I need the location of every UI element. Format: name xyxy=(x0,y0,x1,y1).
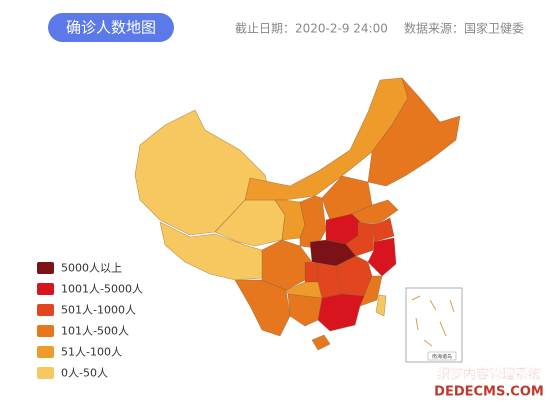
legend-label: 501人-1000人 xyxy=(61,304,136,317)
region xyxy=(359,275,383,307)
legend-swatch xyxy=(37,367,54,379)
legend-label: 51人-100人 xyxy=(61,346,122,359)
region xyxy=(371,217,395,243)
region xyxy=(304,261,319,283)
inset-islands xyxy=(411,295,455,347)
legend-swatch xyxy=(37,304,54,316)
inset-label: 南海诸岛 xyxy=(432,353,452,360)
china-map xyxy=(134,77,461,351)
region xyxy=(285,281,323,299)
region xyxy=(311,334,331,351)
legend-label: 5000人以上 xyxy=(61,262,122,275)
region xyxy=(234,279,291,337)
legend-label: 101人-500人 xyxy=(61,325,129,338)
legend-swatch xyxy=(37,262,54,274)
inset-frame xyxy=(405,287,463,363)
title-pill xyxy=(48,13,174,42)
region xyxy=(375,294,387,317)
legend-label: 0人-50人 xyxy=(61,367,108,380)
legend-label: 1001人-5000人 xyxy=(61,283,143,296)
legend-swatch xyxy=(37,283,54,295)
legend-swatch xyxy=(37,325,54,337)
legend: 5000人以上 1001人-5000人 501人-1000人 101人-500人 51人… xyxy=(37,262,143,380)
inset-label-box xyxy=(427,351,457,361)
watermark-line2: DEDECMS.COM xyxy=(434,385,544,400)
legend-swatch xyxy=(37,346,54,358)
region xyxy=(317,293,365,332)
source: 数据来源：国家卫健委 xyxy=(404,21,524,36)
watermark-line1: 织梦内容管理系统 xyxy=(437,367,541,383)
region xyxy=(367,77,461,187)
title: 确诊人数地图 xyxy=(66,19,156,37)
inset: 南海诸岛 xyxy=(405,287,463,363)
date: 截止日期：2020-2-9 24:00 xyxy=(235,22,388,36)
